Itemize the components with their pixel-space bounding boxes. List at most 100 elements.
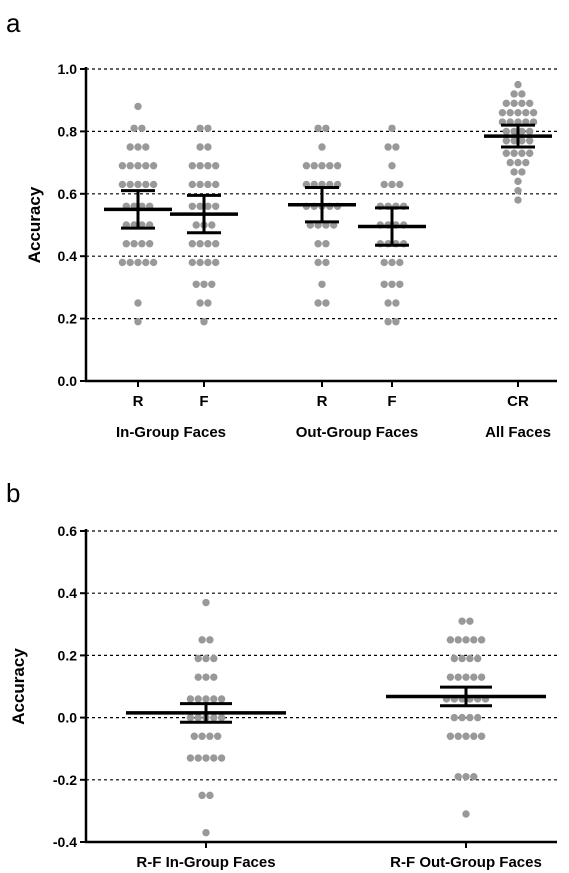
data-point [149,180,158,189]
data-point [194,754,202,762]
data-point [518,99,526,108]
data-point [217,695,226,703]
y-tick-label: 0.0 [58,710,78,726]
data-point [210,695,218,703]
data-point [134,102,142,111]
data-point [192,280,200,288]
data-point [510,149,518,157]
data-point [134,318,142,326]
data-point [396,280,404,288]
data-point [204,258,212,267]
y-axis-title: Accuracy [9,648,28,725]
data-point [186,754,195,762]
data-point [196,143,204,151]
y-tick-label: 0.0 [58,373,78,389]
data-point [510,168,518,176]
data-point [466,617,474,625]
data-point [458,713,466,722]
data-point [458,654,466,663]
data-point [198,791,206,800]
data-point [210,713,218,722]
data-point [202,654,210,663]
data-point [322,240,330,248]
data-point [126,162,134,170]
data-point [194,654,202,663]
data-point [134,258,142,267]
data-point [450,713,458,722]
data-point [210,673,218,681]
y-tick-label: -0.4 [53,834,77,850]
data-point [122,240,130,248]
data-point [212,202,220,210]
data-point [518,149,526,157]
x-group-label: All Faces [485,424,551,441]
y-tick-label: 0.2 [58,311,78,327]
data-point [138,240,146,248]
data-point [514,108,522,117]
data-point [214,732,222,740]
data-point [384,318,392,326]
data-point [202,754,210,762]
chart-b: -0.4 -0.2 0.0 0.2 0.4 0.6 Accuracy R-F In-Group… [9,523,557,871]
y-tick-label: 0.6 [58,186,78,202]
data-point [462,673,470,681]
data-point [310,162,318,170]
data-point [396,180,404,189]
data-point [314,240,322,248]
data-point [518,127,526,136]
data-point [392,299,400,307]
data-point [204,180,212,189]
data-point [210,754,218,762]
data-point [302,162,311,170]
data-point [194,673,202,681]
data-point [188,162,196,170]
data-point [200,280,208,288]
data-point [142,162,150,170]
data-point [502,127,510,136]
data-point [188,258,196,267]
data-point [518,137,526,145]
data-point [477,673,486,681]
data-point [502,99,510,108]
data-point [202,828,210,837]
x-group-label: In-Group Faces [116,424,226,441]
data-point [518,90,526,98]
data-point [510,99,518,108]
data-point [470,673,478,681]
data-point [388,280,396,288]
data-point [138,124,146,132]
data-point [396,258,404,267]
x-category-label: R-F In-Group Faces [136,854,275,871]
data-point [212,180,220,189]
x-category-label: F [387,393,396,410]
data-point [446,673,455,681]
data-point [134,143,142,151]
data-point [510,137,518,145]
data-point [149,162,158,170]
data-point [192,221,200,229]
chart-a: 0.0 0.2 0.4 0.6 0.8 1.0 Accuracy R F R F CR In-Group… [25,61,557,441]
data-point [514,186,522,195]
y-tick-label: 0.2 [58,647,78,663]
data-point [380,258,388,267]
data-point [458,617,466,625]
data-point [196,162,204,170]
data-point [198,636,206,644]
data-point [450,654,458,663]
data-point [196,202,204,210]
y-tick-label: 0.6 [58,523,78,539]
data-point [130,124,138,132]
data-point [462,636,470,644]
data-point [470,732,478,740]
data-point [196,258,204,267]
data-point [146,240,154,248]
data-point [514,158,522,167]
data-point [196,240,204,248]
data-point [470,636,478,644]
data-point [202,673,210,681]
y-tick-label: 1.0 [58,61,78,77]
data-point [454,732,462,740]
data-point [217,754,226,762]
data-point [388,162,396,170]
data-point [462,810,470,818]
